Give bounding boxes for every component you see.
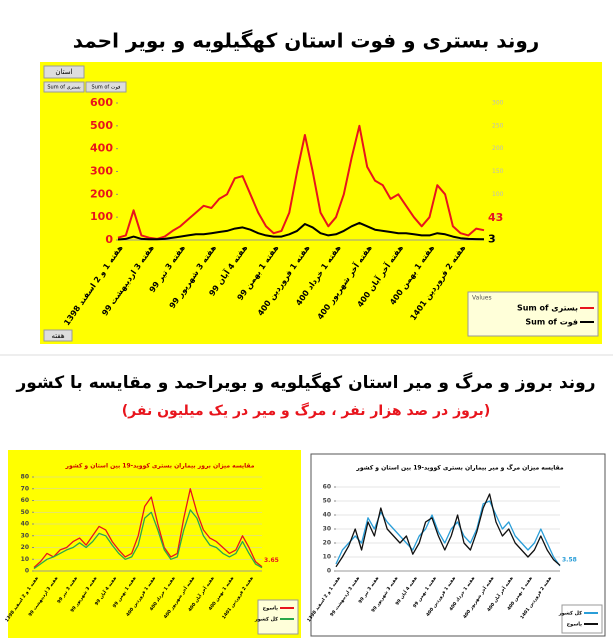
legend-label: یاسوج	[263, 606, 279, 612]
y2-tick-label: 250	[492, 122, 504, 129]
y2-tick-label: 100	[492, 191, 504, 198]
y2-tick-label: 0	[492, 237, 496, 244]
data-label: 3	[488, 232, 496, 245]
series-line	[335, 493, 561, 568]
chart-title: روند بستری و فوت استان کهگیلویه و بویر ا…	[73, 29, 540, 53]
legend-label: کل کشور	[558, 611, 582, 617]
y-tick-label: 20	[21, 544, 29, 551]
legend-label: یاسوج	[567, 622, 583, 628]
y-tick-label: 50	[323, 498, 331, 505]
panel-left	[8, 450, 301, 638]
section-subtitle: (بروز در صد هزار نفر ، مرگ و میر در یک م…	[122, 402, 490, 419]
button-label[interactable]: هفته	[51, 332, 64, 340]
y-tick-label: 30	[21, 532, 29, 539]
series-line	[33, 509, 263, 570]
y-tick-label: 600	[90, 96, 113, 109]
legend-title: Values	[472, 295, 492, 302]
y-tick-label: 10	[323, 554, 331, 561]
data-label: 3.58	[562, 556, 577, 563]
series-line	[33, 488, 263, 568]
section-title: روند بروز و مرگ و میر استان کهگیلویه و ب…	[15, 372, 595, 393]
legend-label: کل کشور	[254, 617, 278, 623]
legend-box	[257, 599, 299, 635]
y-tick-label: 0	[25, 568, 29, 575]
data-label: 3.65	[264, 557, 279, 564]
chart-title: مقایسه میزان بروز بیماران بستری کووید-19…	[65, 463, 255, 470]
y2-tick-label: 150	[492, 168, 504, 175]
panel-right	[310, 453, 606, 637]
y-tick-label: 500	[90, 119, 113, 132]
chart-title: مقایسه میزان مرگ و میر بیماران بستری کوو…	[355, 464, 563, 472]
y-tick-label: 300	[90, 165, 113, 178]
button-label[interactable]: Sum of فوت	[92, 85, 122, 91]
button-label[interactable]: استان	[55, 68, 72, 76]
data-label: 43	[488, 211, 503, 224]
series-line	[117, 221, 485, 241]
y-tick-label: 0	[327, 568, 331, 575]
button[interactable]	[43, 65, 85, 79]
series-line	[335, 500, 561, 567]
button[interactable]	[43, 81, 85, 93]
button[interactable]	[43, 329, 73, 342]
button[interactable]	[85, 81, 127, 93]
y-tick-label: 10	[21, 556, 29, 563]
y2-tick-label: 50	[492, 214, 500, 221]
y-tick-label: 80	[21, 474, 29, 481]
y-tick-label: 70	[21, 485, 29, 492]
series-line	[117, 124, 485, 240]
y-tick-label: 30	[323, 526, 331, 533]
y-tick-label: 40	[323, 512, 331, 519]
y-tick-label: 400	[90, 142, 113, 155]
y-tick-label: 200	[90, 187, 113, 200]
y2-tick-label: 300	[492, 100, 504, 107]
y-tick-label: 50	[21, 509, 29, 516]
y-tick-label: 0	[105, 233, 113, 246]
legend-label: Sum of فوت	[525, 318, 578, 327]
y-tick-label: 100	[90, 210, 113, 223]
y2-tick-label: 200	[492, 145, 504, 152]
y-tick-label: 60	[323, 484, 331, 491]
legend-label: Sum of بستری	[517, 304, 578, 313]
y-tick-label: 60	[21, 497, 29, 504]
y-tick-label: 40	[21, 521, 29, 528]
legend-box	[467, 291, 599, 337]
y-tick-label: 20	[323, 540, 331, 547]
button-label[interactable]: Sum of بستری	[47, 85, 80, 91]
legend-box	[561, 604, 603, 634]
